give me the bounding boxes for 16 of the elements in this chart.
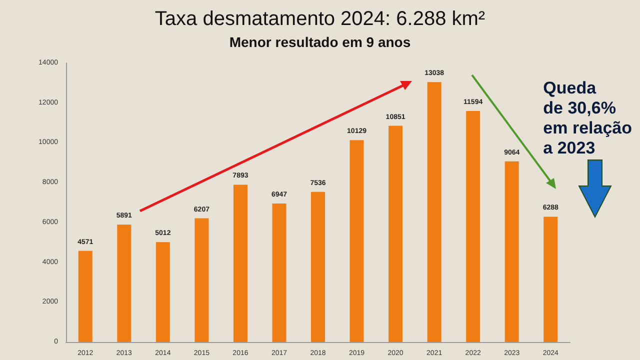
chart-title: Taxa desmatamento 2024: 6.288 km² — [154, 8, 486, 30]
bar — [544, 216, 558, 342]
bar — [466, 110, 480, 342]
bar — [78, 250, 92, 342]
bar — [427, 82, 442, 342]
bar — [117, 224, 132, 342]
bar — [272, 204, 286, 342]
bar — [194, 218, 209, 342]
bar — [311, 192, 325, 342]
chart-subtitle: Menor resultado em 9 anos — [229, 34, 411, 50]
bar — [350, 140, 364, 342]
bar — [233, 184, 248, 342]
bar — [156, 242, 170, 342]
bar — [504, 161, 519, 342]
annotation: Queda de 30,6% em relação a 2023 — [543, 78, 632, 158]
bar — [388, 126, 403, 342]
